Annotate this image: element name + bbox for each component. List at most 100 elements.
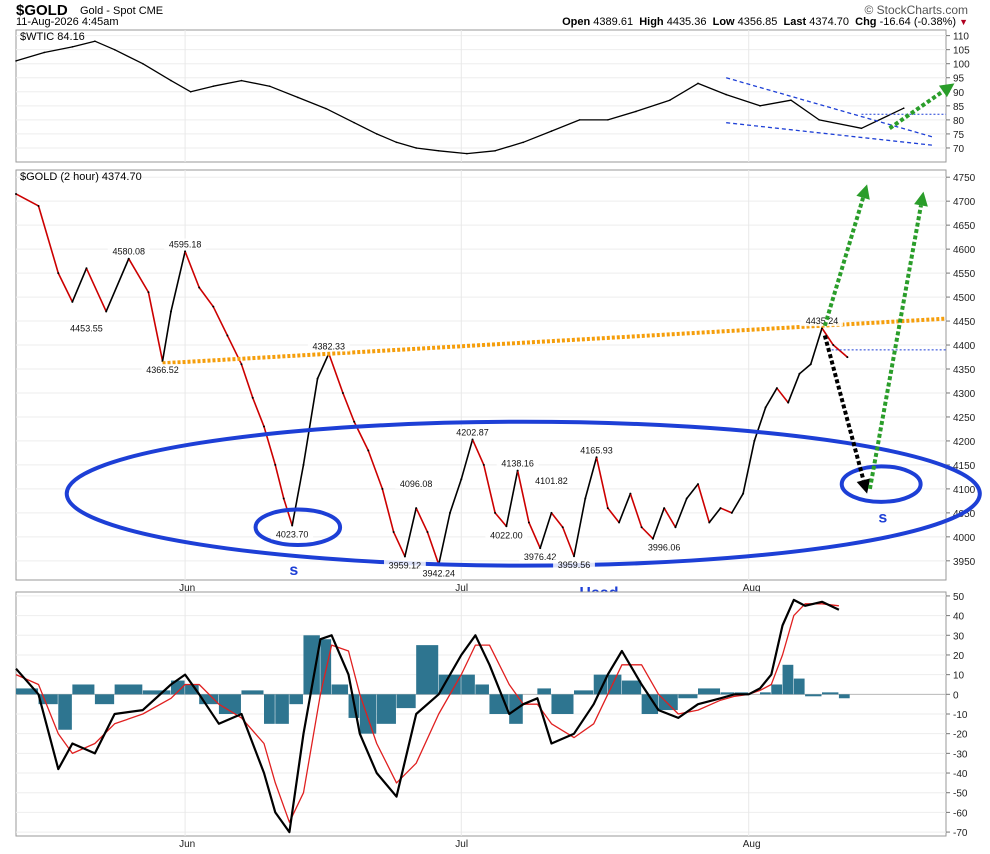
price-segment <box>274 464 285 499</box>
price-point <box>595 456 598 459</box>
data-label: 3976.42 <box>524 552 557 562</box>
histogram-bar <box>58 694 72 730</box>
y-tick-label: -70 <box>953 828 968 839</box>
panel-2: 3950400040504100415042004250430043504400… <box>15 169 982 602</box>
wtic-point <box>790 99 792 102</box>
price-point <box>147 291 150 294</box>
histogram-bar <box>218 694 241 714</box>
price-segment <box>170 251 186 312</box>
brand-logo[interactable]: © StockCharts.com <box>864 3 968 17</box>
arrow-head <box>856 184 870 200</box>
price-point <box>240 363 243 366</box>
down-triangle-icon: ▼ <box>959 17 968 27</box>
ohlc-readout: Open 4389.61 High 4435.36 Low 4356.85 La… <box>562 16 968 28</box>
wtic-point <box>268 85 271 87</box>
y-tick-label: 105 <box>953 46 970 57</box>
price-segment <box>404 507 417 557</box>
data-label: 4138.16 <box>501 459 534 469</box>
signal-line <box>15 603 839 823</box>
data-label: 4096.08 <box>400 479 433 489</box>
y-tick-label: 40 <box>953 612 965 623</box>
price-point <box>505 525 508 528</box>
price-segment <box>198 287 214 308</box>
wtic-point <box>494 149 496 152</box>
y-tick-label: 50 <box>953 592 965 603</box>
wtic-point <box>860 127 863 130</box>
y-tick-label: 0 <box>953 690 959 701</box>
y-tick-label: 4550 <box>953 269 976 280</box>
price-segment <box>528 522 541 549</box>
data-label: 4453.55 <box>70 323 103 333</box>
wtic-point <box>113 48 116 51</box>
symbol-name: Gold - Spot <box>80 5 136 17</box>
histogram-bar <box>698 688 721 695</box>
wtic-point <box>635 110 637 113</box>
price-point <box>57 272 60 275</box>
price-point <box>753 439 756 442</box>
data-label: 3959.56 <box>558 560 591 570</box>
price-segment <box>342 392 355 423</box>
price-segment <box>381 488 395 533</box>
price-point <box>640 526 643 529</box>
price-segment <box>708 507 722 523</box>
price-point <box>832 344 835 347</box>
y-tick-label: 4300 <box>953 389 976 400</box>
price-segment <box>686 483 699 499</box>
y-tick-label: 4600 <box>953 245 976 256</box>
price-point <box>392 531 395 534</box>
price-point <box>291 524 294 527</box>
data-label-bg <box>107 245 150 257</box>
price-segment <box>57 272 74 303</box>
price-point <box>184 250 187 253</box>
data-label-bg <box>575 444 618 456</box>
histogram-bar <box>241 690 264 695</box>
price-segment <box>415 507 429 533</box>
price-segment <box>652 507 665 540</box>
wtic-point <box>818 119 820 121</box>
price-segment <box>71 267 88 303</box>
histogram-bar <box>720 692 735 695</box>
y-tick-label: 4000 <box>953 533 976 544</box>
histogram-bar <box>621 680 642 695</box>
price-segment <box>392 531 406 557</box>
wtic-point <box>189 90 192 93</box>
price-segment <box>539 512 553 549</box>
price-point <box>71 300 74 303</box>
price-segment <box>561 526 575 557</box>
price-segment <box>184 251 200 288</box>
histogram-bar <box>475 684 489 695</box>
price-segment <box>821 327 834 346</box>
price-point <box>606 507 609 510</box>
y-tick-label: -10 <box>953 710 968 721</box>
data-label: 4580.08 <box>112 247 145 257</box>
price-point <box>584 497 587 500</box>
data-label-bg <box>395 477 438 489</box>
histogram-bar <box>72 684 95 695</box>
price-segment <box>607 507 620 523</box>
histogram-bar <box>822 692 839 695</box>
y-tick-label: -60 <box>953 808 968 819</box>
wtic-point <box>71 46 74 48</box>
wtic-point <box>607 119 609 121</box>
y-tick-label: 4650 <box>953 221 976 232</box>
price-segment <box>15 193 39 207</box>
y-tick-label: 4750 <box>953 173 976 184</box>
y-tick-label: 80 <box>953 116 965 127</box>
data-label-bg <box>530 475 573 487</box>
price-segment <box>584 457 598 499</box>
histogram-bar <box>793 678 805 695</box>
price-point <box>37 204 40 207</box>
arrow-head <box>914 191 928 207</box>
last-value: 4374.70 <box>809 16 849 28</box>
y-tick-label: 4200 <box>953 437 976 448</box>
histogram-bar <box>396 694 416 709</box>
price-segment <box>37 205 60 274</box>
wtic-point <box>550 130 553 132</box>
price-segment <box>291 464 305 526</box>
wtic-point <box>325 107 327 110</box>
histogram-bar <box>438 674 461 695</box>
data-label-bg <box>801 315 843 327</box>
price-point <box>775 387 778 390</box>
histogram-bar <box>16 688 39 695</box>
wtic-point <box>297 96 299 99</box>
